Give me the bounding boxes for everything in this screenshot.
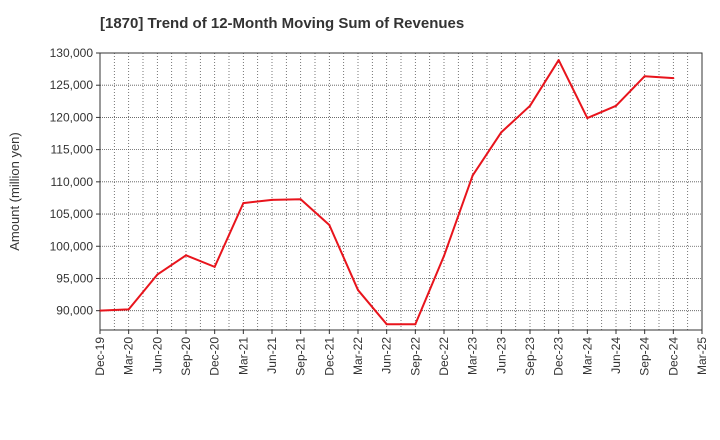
data-point xyxy=(414,323,417,326)
data-point xyxy=(127,308,130,311)
x-tick-label: Dec-20 xyxy=(208,337,222,376)
data-point xyxy=(328,223,331,226)
series-layer xyxy=(99,59,675,326)
data-point xyxy=(471,174,474,177)
x-tick-label: Dec-22 xyxy=(437,337,451,376)
y-tick-label: 130,000 xyxy=(50,46,94,60)
x-tick-label: Jun-22 xyxy=(380,337,394,374)
data-point xyxy=(529,104,531,107)
data-point xyxy=(242,202,245,205)
data-point xyxy=(299,198,302,201)
x-tick-label: Sep-20 xyxy=(179,337,193,376)
y-tick-label: 110,000 xyxy=(51,175,94,189)
data-point xyxy=(385,323,388,326)
y-tick-label: 120,000 xyxy=(50,110,94,124)
data-point xyxy=(643,75,646,78)
x-tick-label: Sep-22 xyxy=(408,337,422,376)
chart-title: [1870] Trend of 12-Month Moving Sum of R… xyxy=(100,15,465,32)
x-tick-label: Sep-23 xyxy=(523,337,537,376)
data-point xyxy=(500,131,503,134)
plot-frame xyxy=(99,52,703,331)
y-tick-label: 90,000 xyxy=(56,304,93,318)
y-tick-label: 100,000 xyxy=(50,239,94,253)
data-point xyxy=(357,289,359,292)
x-tick-label: Jun-20 xyxy=(150,337,164,374)
x-axis-ticks: Dec-19 Mar-20 Jun-20 Sep-20 Dec-20 Mar-21 Jun-… xyxy=(93,330,709,376)
grid-layer xyxy=(99,52,703,330)
x-tick-label: Mar-20 xyxy=(122,337,136,375)
x-tick-label: Sep-21 xyxy=(294,337,308,376)
y-axis-ticks: 90,000 95,000 100,000 105,000 110,000 115,000… xyxy=(50,46,100,318)
x-tick-label: Sep-24 xyxy=(638,337,652,376)
x-tick-label: Dec-23 xyxy=(552,337,566,376)
data-point xyxy=(443,254,445,257)
data-point xyxy=(156,273,159,276)
x-tick-label: Jun-21 xyxy=(265,337,279,374)
x-tick-label: Jun-24 xyxy=(609,337,623,374)
y-axis-title: Amount (million yen) xyxy=(7,132,22,251)
data-point xyxy=(557,59,560,62)
y-tick-label: 95,000 xyxy=(56,271,93,285)
x-tick-label: Dec-24 xyxy=(666,337,680,376)
data-point xyxy=(271,198,273,201)
x-tick-label: Mar-23 xyxy=(466,337,480,375)
y-tick-label: 115,000 xyxy=(51,143,94,157)
x-tick-label: Dec-21 xyxy=(322,337,336,376)
y-tick-label: 125,000 xyxy=(50,78,94,92)
data-point xyxy=(672,77,675,80)
data-point xyxy=(586,117,589,120)
x-tick-label: Mar-25 xyxy=(695,337,709,375)
data-point xyxy=(185,254,187,257)
y-tick-label: 105,000 xyxy=(50,207,94,221)
x-tick-label: Jun-23 xyxy=(494,337,508,374)
x-tick-label: Mar-24 xyxy=(580,337,594,375)
x-tick-label: Dec-19 xyxy=(93,337,107,376)
x-tick-label: Mar-21 xyxy=(236,337,250,375)
data-point xyxy=(213,265,216,268)
x-tick-label: Mar-22 xyxy=(351,337,365,375)
data-point xyxy=(615,104,617,107)
